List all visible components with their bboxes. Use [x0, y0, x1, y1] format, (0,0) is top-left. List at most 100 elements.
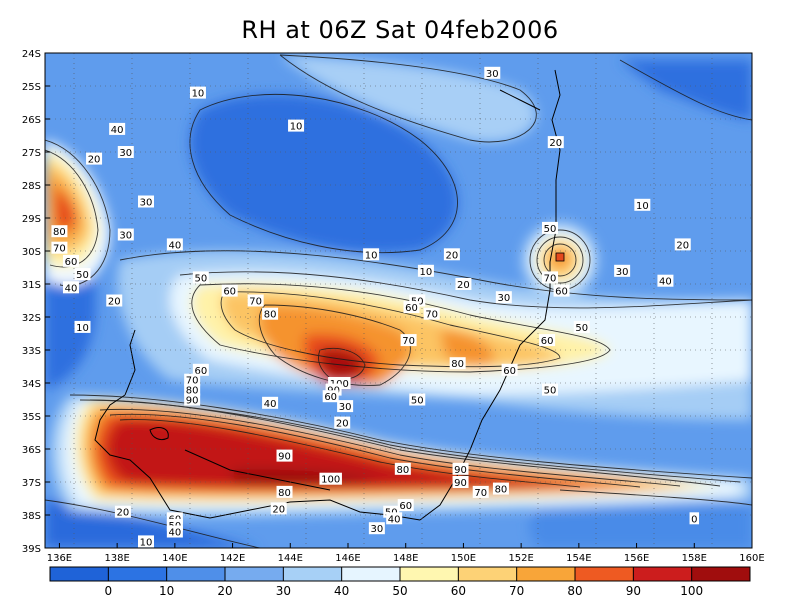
contour-label-text: 80 — [278, 488, 291, 499]
contour-label-text: 20 — [108, 297, 121, 308]
lat-label: 38S — [22, 511, 41, 522]
contour-label-text: 20 — [272, 504, 285, 515]
colorbar-swatch — [283, 567, 343, 581]
contour-label-bg — [247, 294, 264, 307]
lon-label: 152E — [508, 553, 533, 564]
colorbar-swatch — [225, 567, 284, 581]
contour-label-text: 20 — [676, 240, 689, 251]
contour-label-bg — [138, 195, 154, 208]
contour-label-bg — [657, 274, 674, 287]
contour-label-bg — [409, 393, 426, 406]
contour-line — [109, 413, 641, 488]
contour-label-text: 60 — [555, 287, 568, 298]
lon-label: 146E — [335, 553, 360, 564]
contour-label: 60 — [322, 390, 339, 403]
border-nsw-qld — [499, 89, 541, 111]
lat-label: 25S — [22, 82, 41, 93]
contour-label-bg — [221, 284, 238, 297]
contour-label: 30 — [138, 195, 154, 209]
contour-label-text: 30 — [119, 231, 132, 242]
lat-label: 28S — [22, 181, 41, 192]
colorbar-label: 100 — [680, 584, 703, 598]
contour-label-text: 10 — [636, 201, 649, 212]
contour-label-text: 80 — [186, 386, 199, 397]
contour-label: 50 — [74, 268, 91, 281]
contour-line — [79, 399, 741, 483]
contour-label-bg — [495, 291, 512, 304]
contour-label-text: 50 — [575, 323, 588, 334]
east-blob-core — [555, 252, 565, 262]
lon-label: 154E — [566, 553, 591, 564]
lat-label: 39S — [22, 544, 41, 555]
contour-label-text: 20 — [88, 155, 101, 166]
contour-label-bg — [449, 357, 466, 370]
contour-label-text: 10 — [420, 267, 433, 278]
lon-label: 148E — [393, 553, 418, 564]
contour-label-bg — [184, 373, 201, 386]
contour-label: 20 — [674, 238, 691, 251]
contour-label-bg — [270, 502, 287, 515]
contour-label-bg — [166, 525, 183, 538]
contour-label: 60 — [192, 363, 209, 377]
contour-label: 30 — [117, 146, 134, 159]
contour-label-text: 20 — [336, 419, 349, 430]
contour-label: 100 — [319, 472, 342, 486]
contour-line — [45, 499, 261, 548]
contour-line — [99, 408, 681, 487]
contour-label-bg — [138, 535, 154, 548]
contour-label-text: 30 — [486, 69, 499, 80]
lat-label: 34S — [22, 379, 41, 390]
lon-label: 156E — [624, 553, 649, 564]
contour-label-text: 60 — [405, 303, 418, 314]
contour-label: 40 — [109, 122, 126, 136]
contour-label: 10 — [363, 248, 380, 261]
contour-label: 70 — [247, 294, 264, 308]
bay-outline — [149, 427, 169, 441]
contour-label-bg — [262, 307, 279, 320]
contour-label-bg — [62, 254, 79, 267]
contour-line — [119, 419, 581, 488]
moist-40-top — [280, 55, 537, 142]
contour-line — [179, 271, 752, 309]
contour-label-text: 50 — [194, 273, 207, 284]
contour-label-bg — [262, 396, 279, 409]
colorbar-swatch — [108, 567, 168, 581]
contour-label: 30 — [614, 264, 631, 278]
contour-label-bg — [51, 241, 68, 254]
contour-label-text: 40 — [168, 528, 181, 539]
contour-line — [189, 93, 458, 254]
contour-label-bg — [417, 264, 434, 277]
contour-label: 10 — [417, 264, 434, 278]
contour-label-bg — [109, 122, 126, 135]
contour-label-bg — [117, 228, 134, 241]
colorbar-swatch — [516, 567, 576, 581]
contour-label-text: 70 — [474, 488, 487, 499]
contour-label-bg — [368, 522, 385, 535]
contour-label: 70 — [472, 485, 489, 499]
lat-label: 27S — [22, 148, 41, 159]
moist-100-core — [318, 348, 365, 380]
contour-label-bg — [547, 136, 564, 149]
colorbar-label: 80 — [567, 584, 582, 598]
contour-line — [559, 489, 752, 506]
contour-label-bg — [403, 301, 420, 314]
contour-label-text: 30 — [119, 148, 132, 159]
contour-label-text: 0 — [691, 514, 697, 525]
lon-label: 138E — [104, 553, 129, 564]
contour-label: 60 — [553, 284, 570, 298]
contour-label-text: 10 — [365, 250, 378, 261]
contour-label: 30 — [368, 522, 385, 535]
lon-label: 144E — [278, 553, 303, 564]
contour-label: 40 — [166, 525, 183, 539]
contour-label: 50 — [573, 320, 590, 334]
lat-label: 30S — [22, 247, 41, 258]
lat-label: 32S — [22, 313, 41, 324]
contour-label-bg — [394, 462, 411, 475]
contour-label-text: 70 — [425, 310, 438, 321]
colorbar-swatch — [575, 567, 634, 581]
lon-label: 136E — [47, 553, 72, 564]
contour-label-text: 90 — [454, 478, 467, 489]
contour-label-bg — [689, 512, 700, 525]
lat-label: 29S — [22, 214, 41, 225]
